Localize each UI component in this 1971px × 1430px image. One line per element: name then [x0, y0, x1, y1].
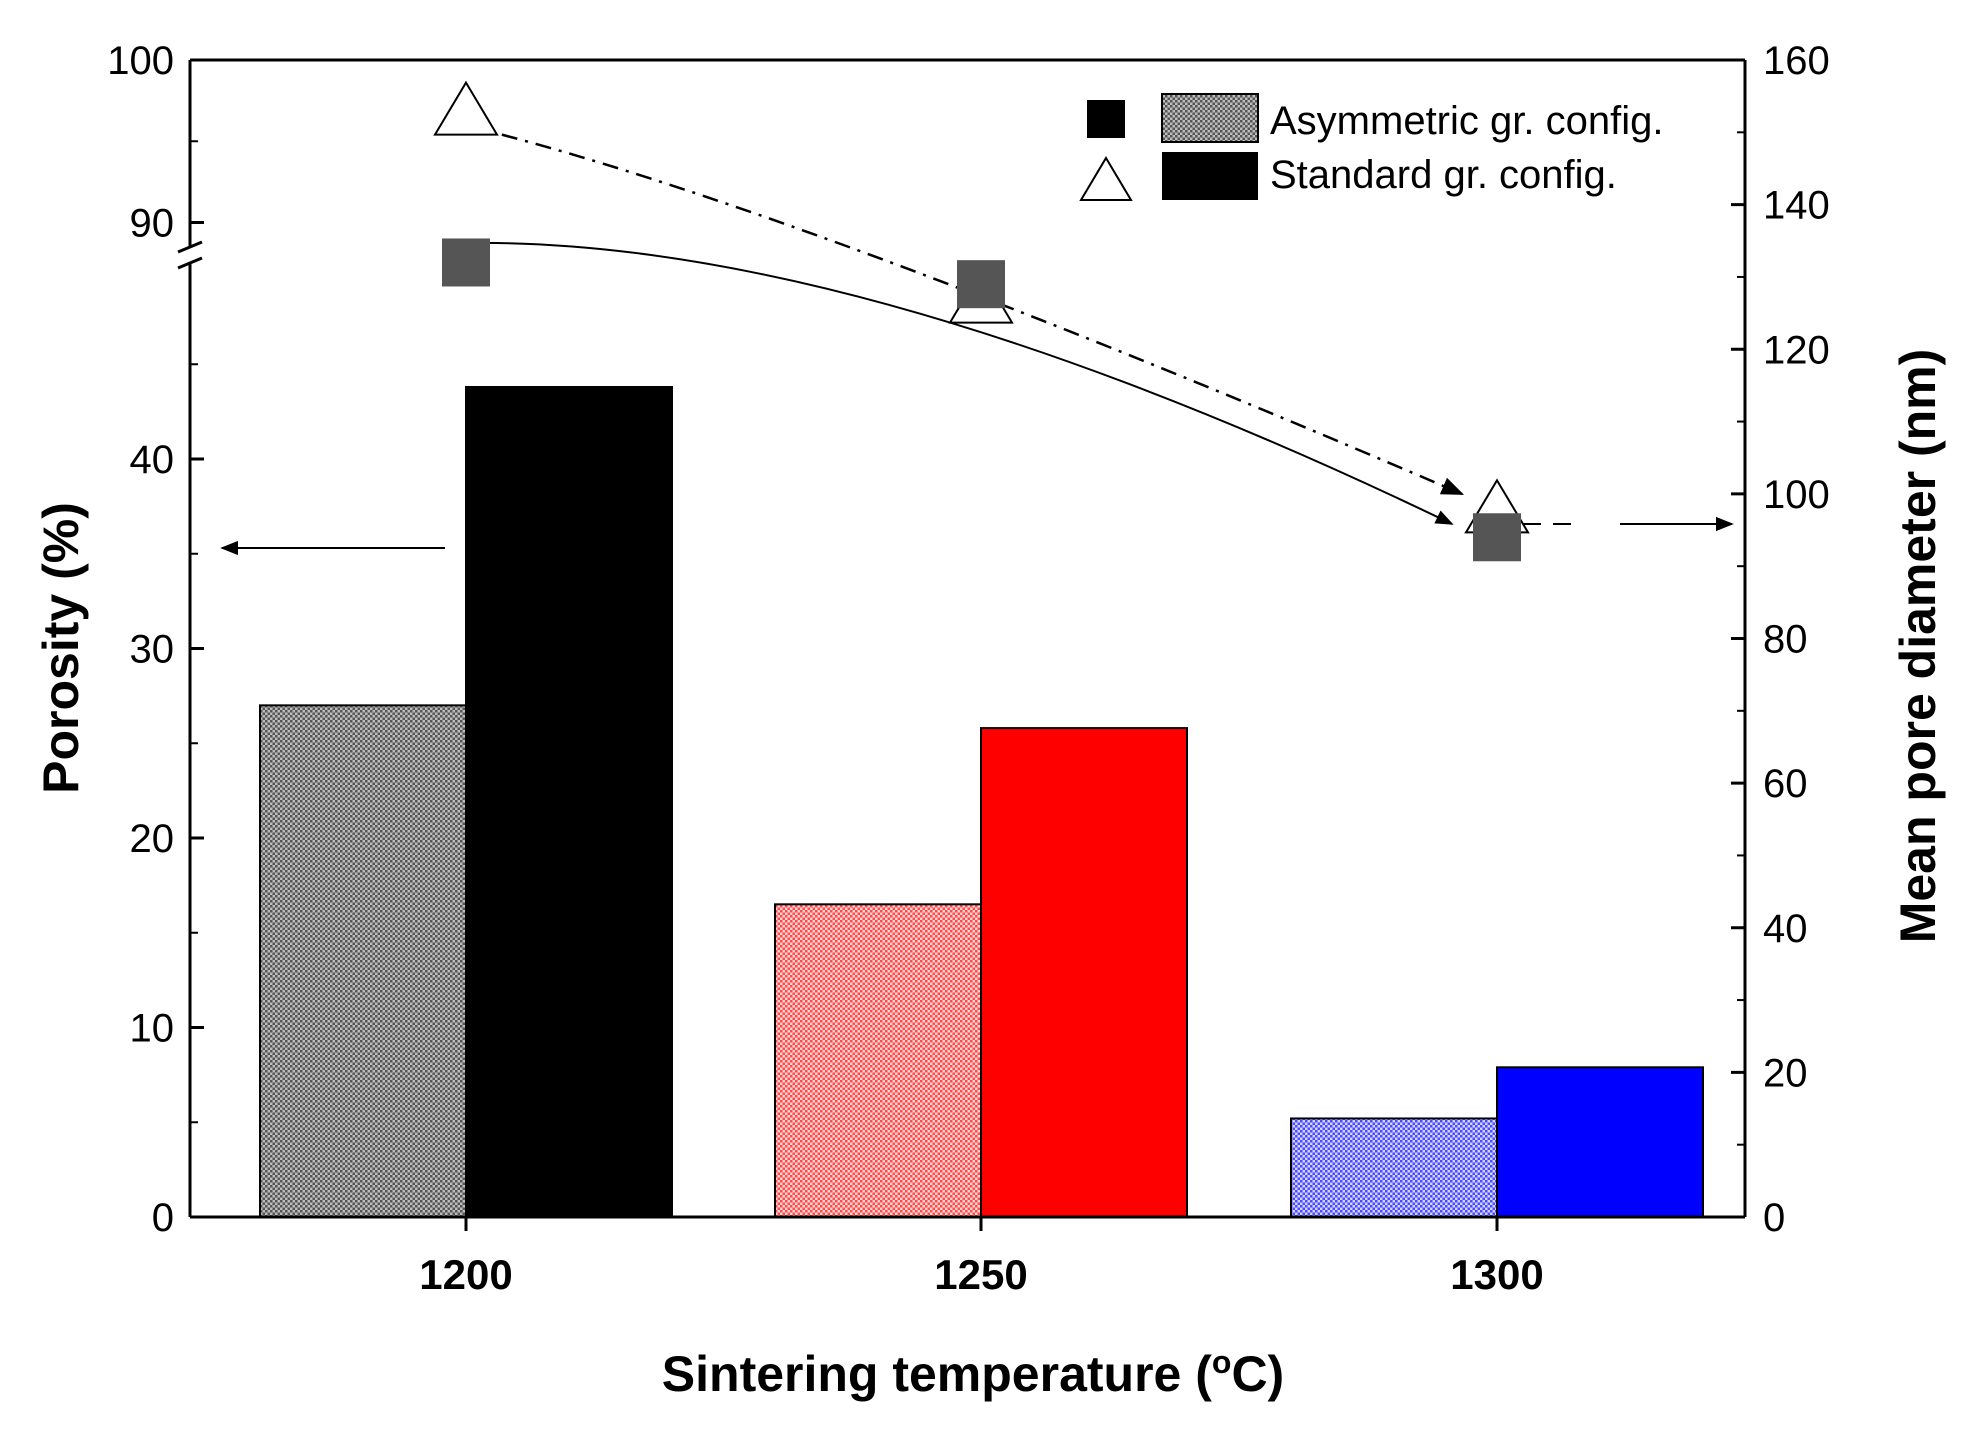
y-left-tick-label: 30 — [130, 628, 175, 672]
legend: Asymmetric gr. config. Standard gr. conf… — [1079, 93, 1663, 201]
x-tick-label-1250: 1250 — [934, 1251, 1027, 1298]
legend-std-triangle-swatch — [1079, 156, 1133, 201]
bar-asymmetric-1200 — [259, 704, 467, 1218]
bar-standard-1300 — [1496, 1066, 1704, 1219]
y-left-tick-label: 20 — [130, 817, 175, 861]
legend-label-asymmetric: Asymmetric gr. config. — [1270, 99, 1663, 143]
x-axis-title: Sintering temperature (oC) — [662, 1344, 1284, 1402]
y-left-axis-title: Porosity (%) — [33, 502, 89, 794]
y-left-tick-label: 10 — [130, 1007, 175, 1051]
axis-break-mark-lower — [177, 256, 203, 270]
y-right-tick-label: 80 — [1763, 618, 1808, 662]
curves-layer — [220, 124, 1734, 556]
ticks-layer: 0 10 20 30 40 90 100 0 20 40 60 80 100 120 140 160 1200 1… — [107, 39, 1830, 1298]
x-tick-label-1300: 1300 — [1450, 1251, 1543, 1298]
legend-asym-square-swatch — [1087, 100, 1125, 138]
y-right-tick-label: 60 — [1763, 762, 1808, 806]
x-tick-label-1200: 1200 — [419, 1251, 512, 1298]
y-right-axis-title: Mean pore diameter (nm) — [1890, 349, 1946, 944]
bars-layer — [259, 385, 1704, 1219]
y-left-tick-label: 40 — [130, 438, 175, 482]
square-marker-1250 — [957, 260, 1005, 309]
legend-label-standard: Standard gr. config. — [1270, 153, 1617, 197]
bar-asymmetric-1250 — [774, 903, 982, 1218]
y-left-tick-label: 0 — [152, 1196, 174, 1240]
y-right-tick-label: 120 — [1763, 328, 1830, 372]
axis-break-mark-upper — [177, 240, 203, 254]
bar-standard-1200 — [465, 385, 673, 1218]
x-axis-title-degree: o — [1212, 1344, 1232, 1380]
square-marker-1200 — [442, 238, 490, 287]
triangle-marker-1200 — [433, 80, 499, 136]
y-right-tick-label: 20 — [1763, 1051, 1808, 1095]
bar-standard-1250 — [980, 727, 1188, 1219]
y-right-tick-label: 100 — [1763, 473, 1830, 517]
legend-asym-bar-swatch — [1161, 93, 1259, 143]
y-left-tick-label: 90 — [130, 202, 175, 246]
y-right-tick-label: 140 — [1763, 184, 1830, 228]
y-right-tick-label: 0 — [1763, 1196, 1785, 1240]
legend-std-bar-swatch — [1162, 152, 1258, 200]
y-right-tick-label: 40 — [1763, 907, 1808, 951]
y-left-tick-label: 100 — [107, 39, 174, 83]
bar-asymmetric-1300 — [1290, 1117, 1498, 1218]
x-axis-title-suffix: C) — [1231, 1346, 1284, 1402]
x-axis-title-prefix: Sintering temperature ( — [662, 1346, 1212, 1402]
markers-layer — [433, 80, 1530, 562]
square-marker-1300 — [1473, 513, 1521, 562]
asymmetric-trend-curve — [467, 241, 1454, 525]
y-right-tick-label: 160 — [1763, 39, 1830, 83]
standard-trend-curve — [467, 124, 1465, 496]
